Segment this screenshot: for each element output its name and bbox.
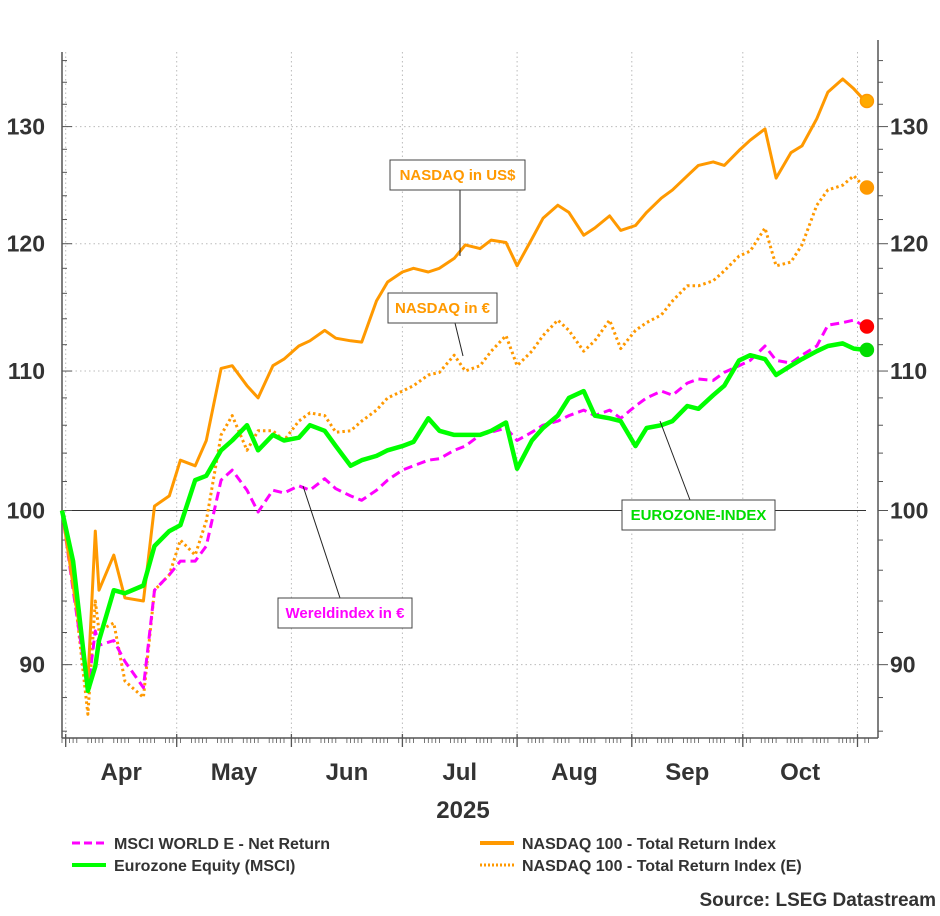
y-tick-label-right: 90 (890, 652, 916, 678)
y-tick-labels: 90 90 100 100 110 110 120 120 130 130 (7, 114, 929, 678)
y-tick-label-left: 100 (7, 497, 45, 523)
annotation-label: NASDAQ in US$ (400, 167, 517, 184)
source-label: Source: LSEG Datastream (699, 890, 936, 911)
legend: MSCI WORLD E - Net Return Eurozone Equity… (72, 836, 802, 875)
annotation-box (621, 499, 776, 531)
y-tick-label-left: 130 (7, 114, 45, 140)
legend-label: NASDAQ 100 - Total Return Index (E) (522, 858, 802, 875)
x-axis-label: 2025 (436, 797, 489, 824)
x-tick-label-sep: Sep (665, 759, 709, 786)
annotation-label: NASDAQ in € (395, 300, 491, 317)
end-marker (859, 342, 875, 358)
legend-label: Eurozone Equity (MSCI) (114, 858, 295, 875)
y-tick-label-left: 120 (7, 231, 45, 257)
x-tick-label-aug: Aug (551, 759, 598, 786)
axes (61, 40, 888, 747)
x-tick-label-oct: Oct (780, 759, 820, 786)
end-marker (859, 93, 875, 109)
end-markers (859, 93, 875, 358)
y-tick-label-right: 110 (890, 358, 927, 384)
annotation-box (389, 159, 526, 191)
annotation-leader-line (659, 420, 691, 501)
annotation-box (387, 292, 498, 324)
x-tick-labels: Apr May Jun Jul Aug Sep Oct (101, 759, 821, 786)
legend-label: NASDAQ 100 - Total Return Index (522, 836, 776, 853)
annotations: NASDAQ in US$ NASDAQ in € Wereldindex in €… (277, 159, 776, 629)
y-tick-label-right: 120 (890, 231, 928, 257)
x-tick-label-jul: Jul (442, 759, 477, 786)
annotation-box (277, 597, 413, 629)
series-nasdaq-100-total-return-index-e- (60, 174, 866, 716)
end-marker (859, 180, 875, 195)
legend-label: MSCI WORLD E - Net Return (114, 836, 330, 853)
annotation-leader-line (302, 485, 341, 599)
x-tick-label-apr: Apr (101, 759, 142, 786)
y-tick-label-left: 90 (19, 652, 45, 678)
annotation-label: Wereldindex in € (286, 605, 406, 622)
annotation-leader-line (454, 322, 464, 357)
x-tick-label-jun: Jun (326, 759, 369, 786)
series-eurozone-equity-msci- (59, 341, 866, 694)
y-tick-label-right: 100 (890, 497, 928, 523)
y-tick-label-left: 110 (8, 358, 45, 384)
y-tick-label-right: 130 (890, 114, 928, 140)
grid (62, 52, 878, 738)
end-marker (859, 319, 875, 334)
annotation-label: EUROZONE-INDEX (631, 507, 767, 524)
x-tick-label-may: May (211, 759, 258, 786)
